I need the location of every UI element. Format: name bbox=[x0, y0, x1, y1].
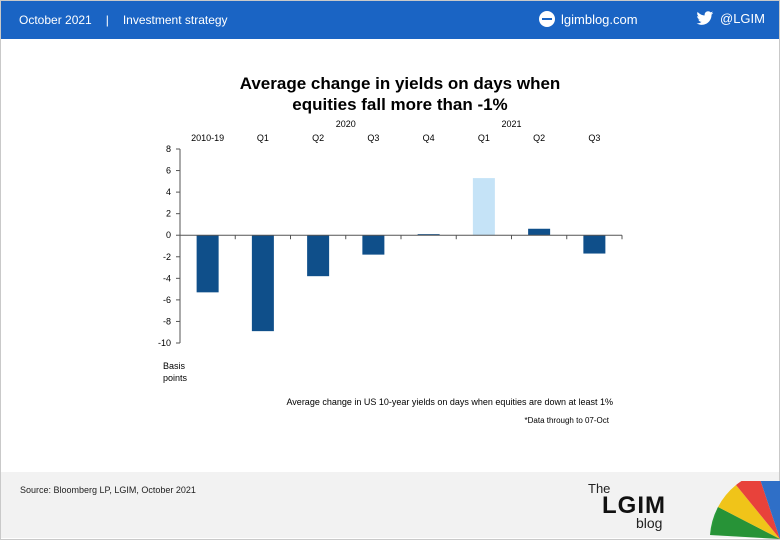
globe-icon bbox=[539, 11, 555, 27]
category-label: Q1 bbox=[478, 133, 490, 143]
bar bbox=[307, 235, 330, 277]
y-axis-label: Basis bbox=[163, 361, 186, 371]
bar-chart: 8 6 4 2 0 -2 -4 -6 -8 -10 Basis points 2010-19 Q1 Q2 Q3… bbox=[158, 119, 623, 425]
header-left: October 2021 | Investment strategy bbox=[19, 13, 228, 27]
bar bbox=[583, 235, 606, 254]
chart-annotation: Average change in US 10-year yields on d… bbox=[286, 397, 613, 407]
y-tick-label: 0 bbox=[166, 230, 171, 240]
chart-title: Average change in yields on days when eq… bbox=[140, 73, 660, 115]
y-tick-label: -6 bbox=[163, 295, 171, 305]
twitter-link[interactable]: @LGIM bbox=[696, 11, 765, 26]
data-note: *Data through to 07-Oct bbox=[525, 416, 610, 425]
logo-blog: blog bbox=[636, 515, 663, 531]
lgim-blog-logo[interactable]: The LGIM blog bbox=[586, 481, 780, 539]
y-tick-label: 6 bbox=[166, 166, 171, 176]
category-label: Q3 bbox=[588, 133, 600, 143]
group-label: 2021 bbox=[501, 119, 521, 129]
bar bbox=[196, 235, 219, 293]
y-tick-label: -2 bbox=[163, 252, 171, 262]
y-tick-label: -10 bbox=[158, 338, 171, 348]
twitter-handle: @LGIM bbox=[720, 11, 765, 26]
chart-title-line-1: Average change in yields on days when bbox=[239, 74, 561, 93]
category-label: Q2 bbox=[533, 133, 545, 143]
site-label: lgimblog.com bbox=[561, 11, 638, 27]
category-label: 2010-19 bbox=[191, 133, 224, 143]
header-date: October 2021 bbox=[19, 13, 92, 27]
header-section: Investment strategy bbox=[122, 13, 228, 27]
bar bbox=[472, 178, 495, 236]
bar bbox=[417, 234, 440, 236]
y-tick-label: 2 bbox=[166, 209, 171, 219]
category-label: Q3 bbox=[367, 133, 379, 143]
chart-title-line-2: equities fall more than -1% bbox=[292, 95, 508, 114]
umbrella-icon bbox=[710, 481, 780, 539]
y-tick-label: -8 bbox=[163, 316, 171, 326]
category-label: Q2 bbox=[312, 133, 324, 143]
y-tick-label: 8 bbox=[166, 144, 171, 154]
category-label: Q1 bbox=[257, 133, 269, 143]
logo-brand: LGIM bbox=[602, 492, 666, 519]
logo-the: The bbox=[588, 481, 611, 496]
y-tick-label: -4 bbox=[163, 273, 171, 283]
bar bbox=[362, 235, 385, 255]
bar bbox=[251, 235, 274, 332]
source-note: Source: Bloomberg LP, LGIM, October 2021 bbox=[20, 485, 196, 495]
y-axis-label: points bbox=[163, 373, 188, 383]
header-separator: | bbox=[105, 13, 109, 27]
site-link[interactable]: lgimblog.com bbox=[539, 11, 638, 27]
footer-band bbox=[1, 472, 779, 538]
category-label: Q4 bbox=[423, 133, 435, 143]
bar bbox=[528, 228, 551, 236]
header-bar: October 2021 | Investment strategy lgimblo… bbox=[1, 1, 779, 39]
y-tick-label: 4 bbox=[166, 187, 171, 197]
twitter-bird-icon bbox=[696, 11, 714, 25]
group-label: 2020 bbox=[336, 119, 356, 129]
